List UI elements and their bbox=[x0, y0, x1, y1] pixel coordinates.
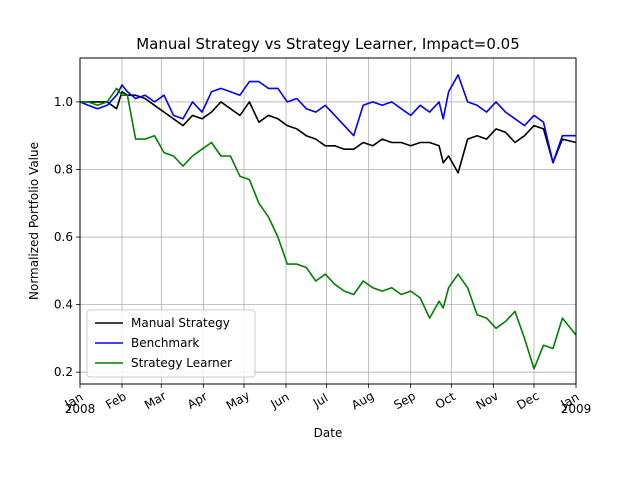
y-tick-label: 0.6 bbox=[54, 230, 73, 244]
legend-box bbox=[86, 309, 256, 378]
legend-label: Manual Strategy bbox=[131, 316, 230, 330]
plot-area bbox=[79, 74, 577, 370]
y-tick-label: 0.2 bbox=[54, 365, 73, 379]
x-tick-label: Jul bbox=[310, 391, 330, 411]
series-line-manual-strategy bbox=[80, 91, 577, 174]
y-tick-label: 0.8 bbox=[54, 162, 73, 176]
x-year-label: 2008 bbox=[65, 402, 96, 416]
x-year-label: 2009 bbox=[561, 402, 592, 416]
plot-frame bbox=[79, 57, 577, 385]
series-line-strategy-learner bbox=[80, 87, 577, 370]
y-axis: 0.2 0.4 0.6 0.8 1.0 bbox=[54, 95, 80, 379]
x-axis-label: Date bbox=[314, 426, 343, 440]
chart-title: Manual Strategy vs Strategy Learner, Imp… bbox=[136, 35, 520, 53]
series-line-benchmark bbox=[79, 74, 576, 164]
legend-label: Strategy Learner bbox=[131, 356, 232, 370]
y-axis-label: Normalized Portfolio Value bbox=[27, 142, 41, 300]
y-tick-label: 0.4 bbox=[54, 298, 73, 312]
legend: Manual Strategy Benchmark Strategy Learner bbox=[86, 309, 256, 378]
grid bbox=[79, 58, 577, 384]
legend-label: Benchmark bbox=[131, 336, 199, 350]
y-tick-label: 1.0 bbox=[54, 95, 73, 109]
